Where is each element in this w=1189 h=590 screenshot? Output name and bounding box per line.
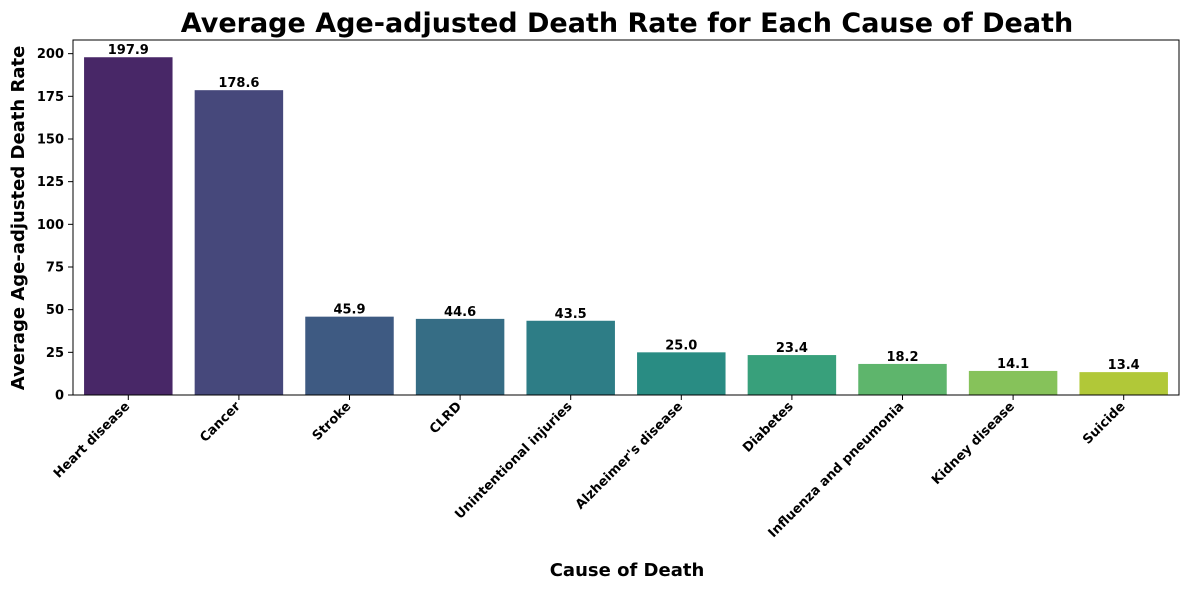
y-tick-label: 150 [37,132,64,147]
bar-value-label: 44.6 [444,305,476,320]
x-tick-label: Unintentional injuries [452,399,575,522]
bar [858,363,947,395]
bar-value-label: 45.9 [333,303,365,318]
x-axis-label: Cause of Death [550,560,705,581]
bar [526,320,615,395]
x-tick-label: Cancer [197,399,244,446]
bar-value-label: 18.2 [886,350,918,365]
bar [194,90,284,395]
y-tick-label: 25 [46,346,64,361]
bar [305,316,394,395]
bar-value-label: 25.0 [665,338,697,353]
bar [637,352,726,395]
x-tick-label: Suicide [1080,399,1128,447]
plot-frame [72,39,1180,396]
y-axis: 0 25 50 75 100 125 150 175 200 [37,47,73,404]
bars-group: 197.9 178.6 45.9 44.6 43.5 25.0 23.4 18.2 14.1 13… [84,43,1168,396]
bar [747,355,837,395]
y-tick-label: 50 [46,303,64,318]
y-tick-label: 100 [37,218,64,233]
bar [1079,372,1168,395]
x-tick-label: Heart disease [51,399,133,481]
x-axis: Heart disease Cancer Stroke CLRDUnintention… [51,395,1129,541]
y-tick-label: 175 [37,90,64,105]
bar-value-label: 23.4 [776,341,808,356]
x-tick-label: CLRD [427,399,465,437]
bar-value-label: 43.5 [555,307,587,322]
y-tick-label: 75 [46,260,64,275]
x-tick-label: Stroke [310,399,355,444]
bar [968,370,1058,395]
bar-value-label: 14.1 [997,357,1029,372]
bar [415,318,505,395]
x-tick-label: Influenza and pneumonia [766,399,908,541]
bar-value-label: 197.9 [108,43,149,58]
x-tick-label: Diabetes [740,399,797,456]
bar-value-label: 178.6 [218,76,259,91]
bar-value-label: 13.4 [1108,358,1140,373]
y-tick-label: 125 [37,175,64,190]
bar [84,57,173,396]
chart-title: Average Age-adjusted Death Rate for Each… [181,8,1073,39]
x-tick-label: Alzheimer's disease [573,399,686,512]
x-tick-label: Kidney disease [929,399,1018,488]
y-tick-label: 0 [55,389,64,404]
y-axis-label: Average Age-adjusted Death Rate [8,46,29,391]
y-tick-label: 200 [37,47,64,62]
